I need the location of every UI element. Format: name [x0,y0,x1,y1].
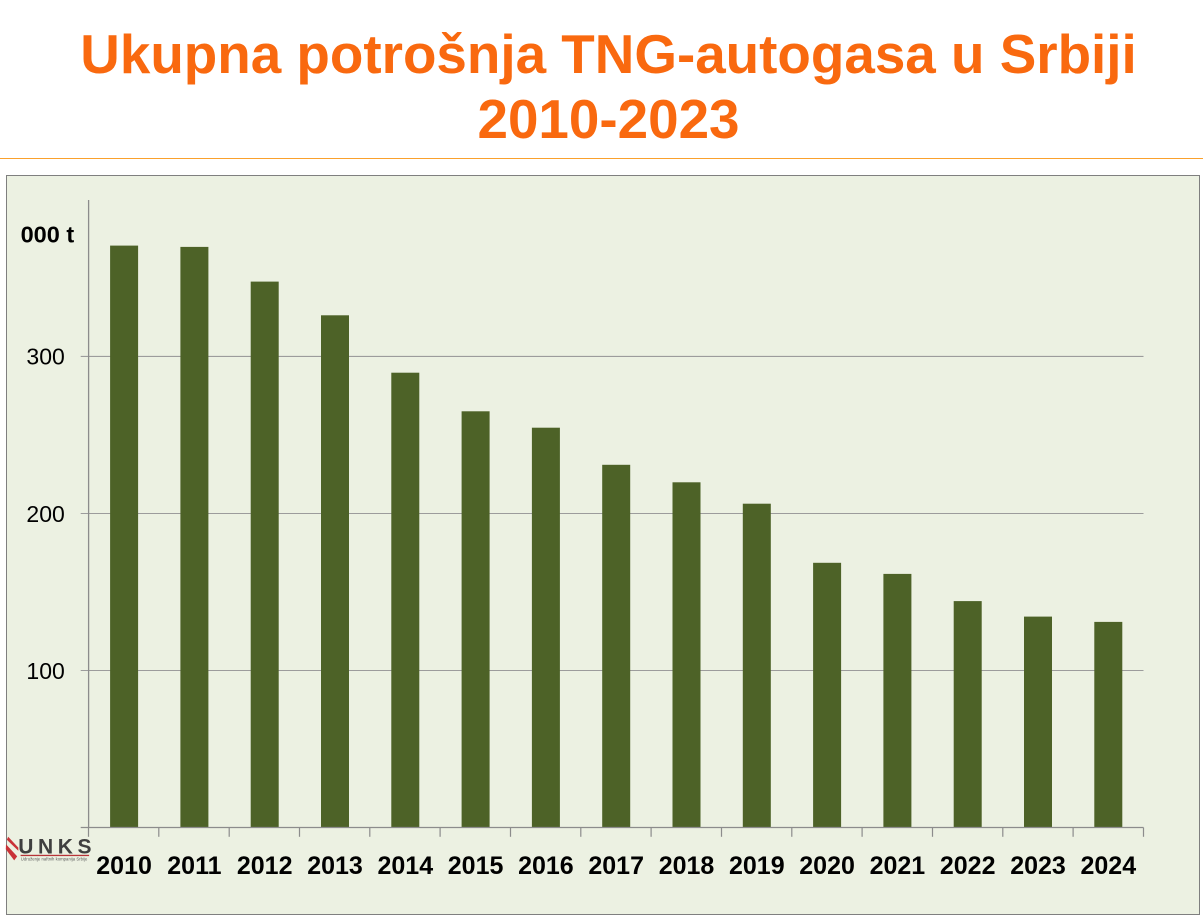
svg-text:2015: 2015 [448,852,504,880]
svg-text:2016: 2016 [518,852,574,880]
svg-text:2020: 2020 [799,852,855,880]
svg-text:2013: 2013 [307,852,363,880]
svg-text:2017: 2017 [588,852,644,880]
svg-text:UNKS: UNKS [18,836,96,859]
svg-text:2021: 2021 [870,852,926,880]
svg-text:2011: 2011 [167,852,221,880]
svg-text:300: 300 [26,343,64,369]
svg-text:Udruženje naftnih kompanija Sr: Udruženje naftnih kompanija Srbije [21,857,88,862]
svg-text:2024: 2024 [1080,852,1136,880]
svg-text:000 t: 000 t [21,222,75,248]
svg-text:2023: 2023 [1010,852,1066,880]
svg-text:2022: 2022 [940,852,996,880]
svg-text:100: 100 [26,658,64,684]
svg-text:2019: 2019 [729,852,785,880]
svg-text:2018: 2018 [659,852,715,880]
svg-text:2010: 2010 [96,852,152,880]
svg-text:200: 200 [26,501,64,527]
svg-text:2014: 2014 [377,852,433,880]
svg-text:2012: 2012 [237,852,293,880]
